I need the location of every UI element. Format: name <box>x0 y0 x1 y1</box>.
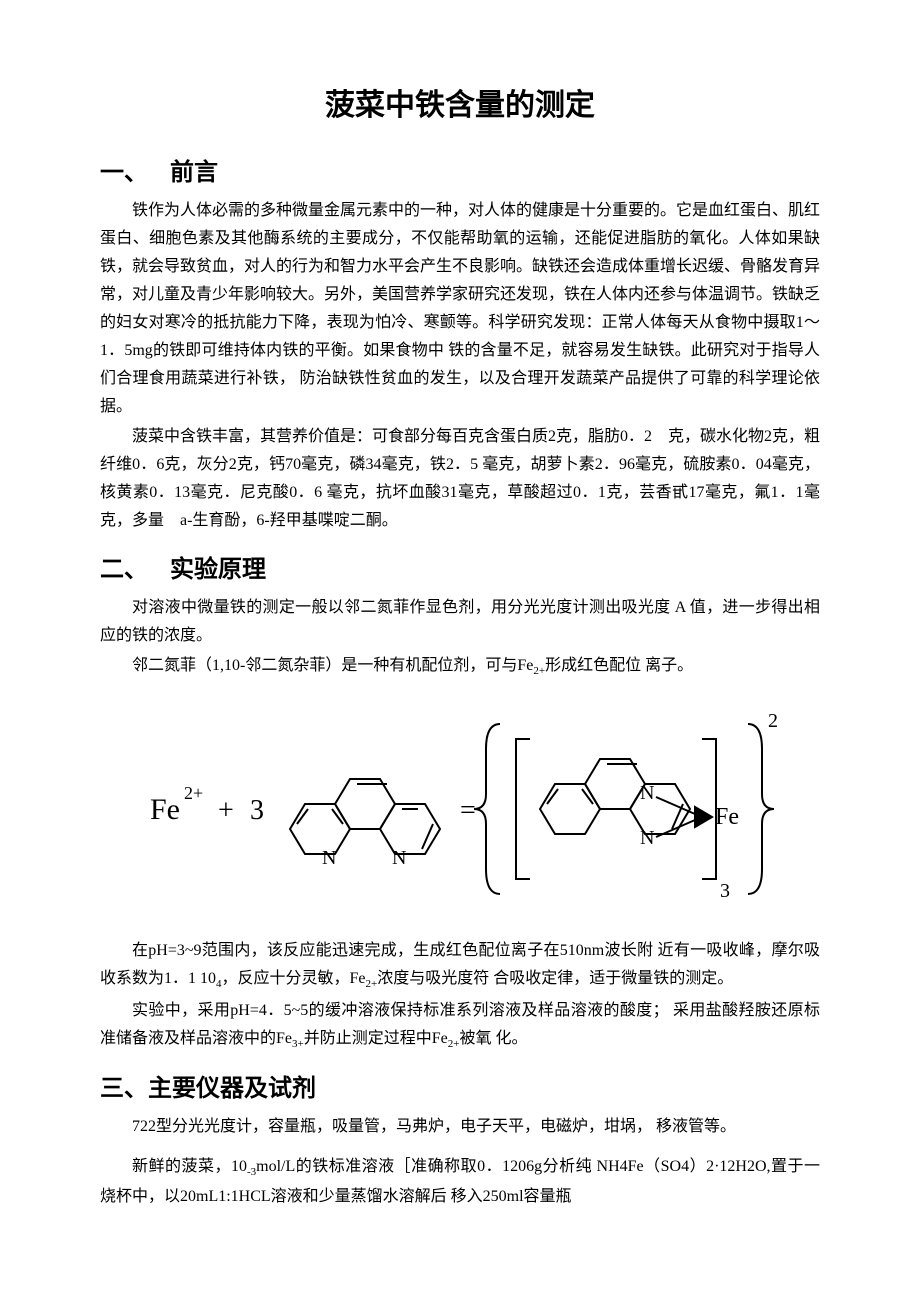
coeff-3: 3 <box>250 795 264 826</box>
paragraph-3: 对溶液中微量铁的测定一般以邻二氮菲作显色剂，用分光光度计测出吸光度 A 值，进一… <box>100 594 820 650</box>
p8-m3: -3 <box>247 1167 256 1179</box>
paragraph-2: 菠菜中含铁丰富，其营养价值是：可食部分每百克含蛋白质2克，脂肪0．2 克，碳水化… <box>100 423 820 535</box>
p4-b: 形成红色配位 离子。 <box>545 657 693 674</box>
document-title: 菠菜中铁含量的测定 <box>100 80 820 124</box>
section-1-number: 一、 <box>100 152 170 187</box>
section-2-number: 二、 <box>100 549 170 584</box>
section-3-name: 主要仪器及试剂 <box>148 1075 316 1102</box>
page: 菠菜中铁含量的测定 一、 前言 铁作为人体必需的多种微量金属元素中的一种，对人体… <box>0 0 920 1273</box>
reaction-svg: Fe 2+ + 3 N N = <box>140 699 780 919</box>
p6-fe3: 3+ <box>292 1038 304 1050</box>
complex-charge: 2 <box>768 710 778 732</box>
equals-sign: = <box>460 795 476 826</box>
ligand-N2: N <box>392 847 406 869</box>
paragraph-1: 铁作为人体必需的多种微量金属元素中的一种，对人体的健康是十分重要的。它是血红蛋白… <box>100 197 820 421</box>
plus-sign: + <box>218 795 234 826</box>
paragraph-4: 邻二氮菲（1,10-邻二氮杂菲）是一种有机配位剂，可与Fe2+形成红色配位 离子… <box>100 652 820 681</box>
lhs-fe-sup: 2+ <box>184 783 203 803</box>
complex-sub3: 3 <box>720 880 730 902</box>
paragraph-6: 实验中，采用pH=4．5~5的缓冲溶液保持标准系列溶液及样品溶液的酸度； 采用盐… <box>100 997 820 1054</box>
p6-b: 并防止测定过程中Fe <box>304 1030 448 1047</box>
p6-c: 被氧 化。 <box>459 1030 527 1047</box>
fe2-sub: 2+ <box>533 665 545 677</box>
lhs-fe: Fe <box>150 793 180 826</box>
section-2-heading: 二、 实验原理 <box>100 549 820 584</box>
complex-fe: Fe <box>715 804 739 830</box>
reaction-figure: Fe 2+ + 3 N N = <box>100 699 820 919</box>
p5-b: ，反应十分灵敏，Fe <box>222 970 366 987</box>
p4-a: 邻二氮菲（1,10-邻二氮杂菲）是一种有机配位剂，可与Fe <box>132 657 533 674</box>
p8-a: 新鲜的菠菜，10 <box>132 1158 247 1175</box>
complex-N1: N <box>640 827 654 849</box>
paragraph-7: 722型分光光度计，容量瓶，吸量管，马弗炉，电子天平，电磁炉，坩埚， 移液管等。 <box>100 1113 820 1141</box>
p6-fe2: 2+ <box>448 1038 460 1050</box>
section-3-number: 三、 <box>100 1075 148 1102</box>
section-1-name: 前言 <box>170 152 218 187</box>
complex-N2: N <box>640 782 654 804</box>
ligand-N1: N <box>322 847 336 869</box>
p5-c: 浓度与吸光度符 合吸收定律，适于微量铁的测定。 <box>377 970 733 987</box>
section-1-heading: 一、 前言 <box>100 152 820 187</box>
spacer <box>100 1143 820 1153</box>
paragraph-8: 新鲜的菠菜，10-3mol/L的铁标准溶液［准确称取0．1206g分析纯 NH4… <box>100 1153 820 1210</box>
p5-fe2: 2+ <box>366 979 378 991</box>
paragraph-5: 在pH=3~9范围内，该反应能迅速完成，生成红色配位离子在510nm波长附 近有… <box>100 937 820 994</box>
section-3-heading: 三、主要仪器及试剂 <box>100 1068 820 1103</box>
section-2-name: 实验原理 <box>170 549 266 584</box>
